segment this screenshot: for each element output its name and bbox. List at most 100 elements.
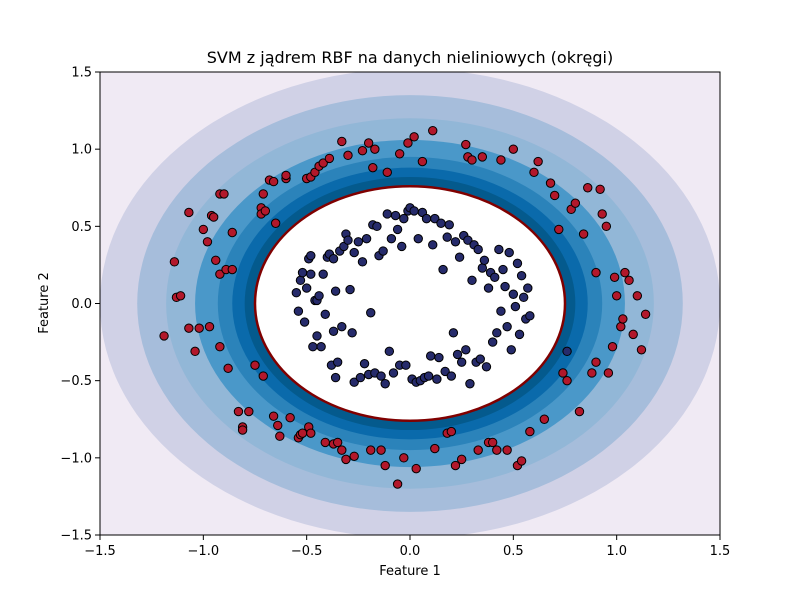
point-outer [533,156,543,167]
point-inner [332,357,343,367]
point-outer [411,463,421,474]
point-inner [475,354,485,364]
point-outer [227,227,237,238]
point-inner [397,241,407,252]
point-outer [270,218,281,228]
point-outer [562,375,572,386]
point-outer [227,264,237,275]
point-outer [392,479,403,489]
point-outer [591,267,601,278]
point-inner [347,328,357,338]
point-outer [403,138,413,148]
point-inner [372,221,382,232]
point-outer [368,162,378,173]
scatter-points [159,125,651,489]
point-inner [490,272,500,282]
point-outer [250,360,260,370]
point-outer [376,445,386,455]
point-inner [498,264,508,275]
point-inner [312,331,322,341]
point-outer [554,224,564,235]
point-inner [349,377,359,387]
point-inner [343,235,353,245]
point-inner [376,371,386,381]
point-inner [504,247,514,258]
point-outer [502,445,512,455]
y-axis-ticks: −1.5 −1.0 −0.5 0.0 0.5 1.0 1.5 [60,66,100,544]
point-outer [260,206,271,216]
y-tick-label: 0.5 [71,220,92,235]
point-inner [496,306,506,316]
point-outer [487,437,498,448]
point-inner [423,371,434,381]
point-inner [483,283,494,293]
point-outer [636,345,647,355]
point-outer [204,321,215,332]
point-outer [320,437,330,448]
point-outer [467,155,477,165]
point-outer [587,368,597,378]
point-inner [378,246,388,256]
point-inner [328,254,339,264]
y-tick-label: −1.0 [60,451,92,466]
point-inner [508,289,519,299]
point-inner [318,269,328,279]
point-outer [273,420,283,431]
point-outer [306,428,316,438]
point-inner [361,233,372,244]
point-inner [380,379,390,389]
point-inner [330,286,341,296]
point-inner [473,244,483,255]
point-inner [295,275,306,286]
point-outer [417,156,428,167]
point-inner [320,309,330,320]
point-outer [380,460,390,471]
point-outer [640,309,651,320]
point-outer [237,425,248,435]
point-inner [456,357,467,367]
point-outer [570,198,581,208]
point-inner [401,360,411,370]
point-inner [434,352,444,363]
point-outer [616,321,626,332]
point-outer [428,125,438,136]
point-inner [355,372,366,383]
y-tick-label: 0.0 [71,297,92,312]
point-outer [215,342,225,352]
point-inner [446,371,457,381]
point-outer [357,146,368,156]
point-outer [382,167,392,178]
point-inner [430,213,440,224]
x-tick-label: 0.5 [503,544,524,559]
point-inner [510,301,521,312]
point-outer [620,267,630,278]
decision-contours [100,72,720,535]
x-tick-label: −1.0 [188,544,220,559]
point-inner [512,258,523,269]
point-outer [456,454,467,465]
point-outer [603,368,614,378]
point-outer [194,323,204,333]
point-outer [529,167,539,178]
point-inner [425,351,436,361]
point-outer [281,170,291,181]
point-outer [202,237,213,247]
point-inner [450,237,461,247]
point-inner [308,342,318,352]
point-inner [502,321,512,332]
point-inner [291,287,302,298]
point-outer [549,190,560,201]
point-outer [223,363,233,374]
point-inner [384,346,395,357]
point-outer [219,189,229,199]
point-outer [268,176,279,187]
point-outer [578,229,589,239]
point-outer [558,368,568,378]
point-inner [518,292,529,303]
point-outer [473,445,483,455]
point-outer [215,269,225,279]
x-tick-label: −0.5 [291,544,323,559]
point-outer [430,443,440,454]
point-outer [492,445,502,455]
